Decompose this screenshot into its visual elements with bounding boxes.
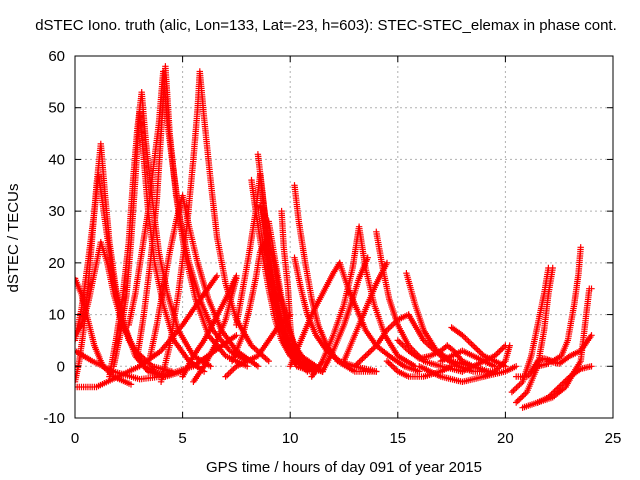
x-tick-label: 25 bbox=[605, 430, 622, 447]
chart-title: dSTEC Iono. truth (alic, Lon=133, Lat=-2… bbox=[35, 17, 617, 34]
data-track bbox=[351, 311, 412, 370]
track-markers bbox=[319, 254, 371, 375]
data-track bbox=[513, 264, 556, 406]
data-track bbox=[157, 68, 272, 385]
data-track bbox=[278, 207, 311, 375]
track-markers bbox=[513, 360, 552, 380]
data-track bbox=[308, 223, 419, 380]
track-markers bbox=[75, 272, 221, 391]
y-tick-label: 0 bbox=[57, 358, 65, 375]
track-markers bbox=[287, 259, 343, 370]
track-markers bbox=[278, 207, 311, 375]
track-markers bbox=[459, 342, 509, 375]
y-tick-label: 40 bbox=[48, 151, 65, 168]
y-tick-label: 60 bbox=[48, 48, 65, 65]
data-track bbox=[190, 275, 240, 385]
data-track bbox=[545, 332, 595, 367]
track-markers bbox=[513, 264, 556, 406]
data-track bbox=[513, 360, 552, 380]
data-track bbox=[319, 254, 371, 375]
y-tick-label: 50 bbox=[48, 100, 65, 117]
data-track bbox=[508, 264, 552, 396]
axis-ticks: 0 5 10 15 20 25 -10 0 10 20 30 40 50 60 bbox=[43, 48, 621, 447]
track-markers bbox=[179, 272, 240, 380]
x-tick-label: 5 bbox=[178, 430, 186, 447]
track-markers bbox=[157, 68, 272, 385]
x-tick-label: 10 bbox=[282, 430, 299, 447]
track-markers bbox=[534, 363, 595, 406]
track-markers bbox=[190, 275, 240, 385]
y-axis-label: dSTEC / TECUs bbox=[5, 184, 22, 293]
x-tick-label: 15 bbox=[389, 430, 406, 447]
track-markers bbox=[308, 223, 419, 380]
data-tracks bbox=[75, 63, 595, 411]
data-track bbox=[480, 342, 513, 380]
data-track bbox=[106, 89, 214, 380]
track-markers bbox=[106, 89, 214, 380]
y-tick-label: 30 bbox=[48, 203, 65, 220]
x-tick-label: 20 bbox=[497, 430, 514, 447]
x-axis-label: GPS time / hours of day 091 of year 2015 bbox=[206, 459, 482, 476]
data-track bbox=[459, 342, 509, 375]
data-track bbox=[287, 259, 343, 370]
y-tick-label: -10 bbox=[43, 410, 65, 427]
track-markers bbox=[336, 259, 423, 375]
data-track bbox=[179, 272, 240, 380]
data-track bbox=[534, 363, 595, 406]
data-track bbox=[75, 272, 221, 391]
y-tick-label: 20 bbox=[48, 255, 65, 272]
y-tick-label: 10 bbox=[48, 307, 65, 324]
plot-frame bbox=[74, 55, 614, 419]
track-markers bbox=[480, 342, 513, 380]
data-track bbox=[336, 259, 423, 375]
x-tick-label: 0 bbox=[71, 430, 79, 447]
track-markers bbox=[351, 311, 412, 370]
track-markers bbox=[545, 332, 595, 367]
track-markers bbox=[508, 264, 552, 396]
